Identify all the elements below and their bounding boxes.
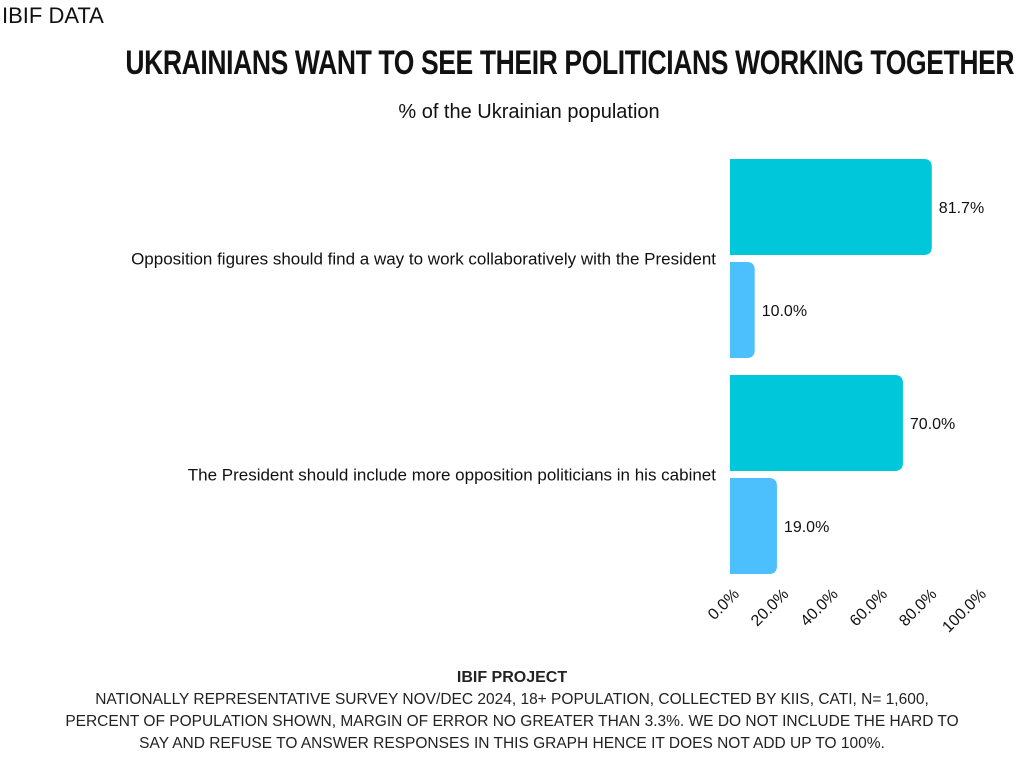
x-tick-label: 20.0% bbox=[748, 586, 792, 630]
x-tick-label: 40.0% bbox=[798, 586, 842, 630]
x-tick-label: 80.0% bbox=[896, 586, 940, 630]
data-label: 70.0% bbox=[910, 416, 955, 433]
footer-line: SAY AND REFUSE TO ANSWER RESPONSES IN TH… bbox=[139, 735, 885, 752]
bar bbox=[730, 159, 932, 255]
data-label: 10.0% bbox=[762, 303, 807, 320]
x-tick-label: 0.0% bbox=[705, 586, 743, 624]
category-label: The President should include more opposi… bbox=[188, 466, 717, 485]
x-tick-label: 60.0% bbox=[847, 586, 891, 630]
data-label: 81.7% bbox=[939, 200, 984, 217]
x-tick-label: 100.0% bbox=[939, 586, 989, 636]
bar bbox=[730, 262, 755, 358]
brand-label: IBIF DATA bbox=[2, 3, 104, 28]
footer-line: NATIONALLY REPRESENTATIVE SURVEY NOV/DEC… bbox=[95, 691, 929, 708]
data-label: 19.0% bbox=[784, 519, 829, 536]
footer: IBIF PROJECT NATIONALLY REPRESENTATIVE S… bbox=[0, 667, 1024, 755]
chart-title: UKRAINIANS WANT TO SEE THEIR POLITICIANS… bbox=[0, 44, 1024, 83]
bar bbox=[730, 478, 777, 574]
bar bbox=[730, 375, 903, 471]
footer-line: PERCENT OF POPULATION SHOWN, MARGIN OF E… bbox=[65, 713, 959, 730]
footer-heading: IBIF PROJECT bbox=[456, 669, 568, 686]
chart-subtitle: % of the Ukrainian population bbox=[398, 101, 660, 123]
chart-title-text: UKRAINIANS WANT TO SEE THEIR POLITICIANS… bbox=[125, 44, 1015, 82]
category-label: Opposition figures should find a way to … bbox=[131, 250, 716, 269]
